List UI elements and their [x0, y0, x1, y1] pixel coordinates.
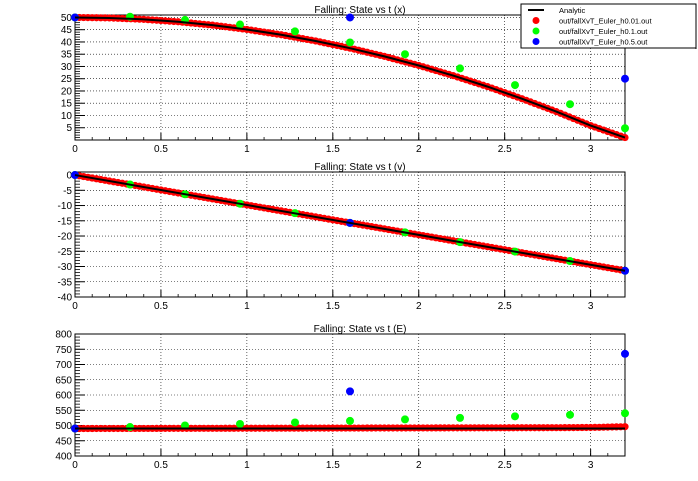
x-tick-label: 1.5: [326, 460, 340, 471]
y-tick-label: 450: [55, 436, 72, 447]
series-markers: [71, 349, 629, 433]
x-tick-label: 0.5: [154, 144, 168, 155]
legend-marker-swatch: [532, 27, 540, 35]
y-tick-label: 500: [55, 421, 72, 432]
data-point-h0-5: [621, 74, 629, 83]
legend-marker-swatch: [532, 38, 540, 45]
x-tick-label: 2.5: [498, 460, 512, 471]
data-point-h0-1: [236, 419, 244, 428]
y-tick-label: 750: [55, 345, 72, 356]
chart-panel-3: Falling: State vs t (E) 0 0.5 1 1.5 2 2.5 3 400 4…: [55, 324, 629, 471]
data-point-h0-1: [346, 38, 354, 47]
legend-marker-swatch: [532, 17, 540, 24]
x-tick-label: 1.5: [326, 301, 340, 312]
x-tick-label: 0: [72, 460, 78, 471]
x-tick-label: 2: [416, 460, 422, 471]
x-tick-label: 3: [588, 301, 594, 312]
legend-entry-label: out/fallXvT_Euler_h0.5.out: [559, 38, 648, 47]
data-point-h0-1: [126, 423, 134, 432]
y-tick-label: -5: [63, 186, 72, 197]
x-tick-label: 2: [416, 144, 422, 155]
x-tick-label: 2.5: [498, 301, 512, 312]
y-tick-label: 550: [55, 406, 72, 417]
data-point-h0-1: [621, 124, 629, 133]
y-tick-label: 45: [61, 25, 73, 36]
chart-panel-2: Falling: State vs t (v) 0 0.5 1 1.5 2 2.5 3 0 -5 -…: [58, 162, 629, 312]
y-tick-label: -40: [58, 293, 73, 304]
data-point-h0-1: [511, 81, 519, 90]
data-point-h0-1: [566, 100, 574, 109]
x-tick-label: 2: [416, 301, 422, 312]
y-tick-label: -10: [58, 201, 73, 212]
y-tick-label: 5: [66, 123, 72, 134]
data-point-h0-1: [621, 409, 629, 418]
y-tick-label: 50: [61, 13, 73, 24]
x-tick-label: 1: [244, 301, 250, 312]
data-point-h0-5: [346, 387, 354, 396]
legend: Analyticout/fallXvT_Euler_h0.01.outout/f…: [520, 3, 697, 49]
y-tick-label: 650: [55, 375, 72, 386]
data-point-h0-1: [456, 64, 464, 73]
y-tick-label: 35: [61, 50, 73, 61]
y-tick-label: -20: [58, 232, 73, 243]
legend-entry-label: Analytic: [559, 6, 586, 15]
y-tick-label: 20: [61, 86, 73, 97]
x-tick-label: 1.5: [326, 144, 340, 155]
data-point-h0-1: [566, 410, 574, 419]
data-point-h0-1: [401, 415, 409, 424]
x-tick-label: 1: [244, 144, 250, 155]
analytic-curve: [74, 174, 626, 272]
x-tick-label: 1: [244, 460, 250, 471]
x-tick-label: 0.5: [154, 460, 168, 471]
x-tick-label: 0.5: [154, 301, 168, 312]
legend-entry-label: out/fallXvT_Euler_h0.1.out: [559, 27, 648, 36]
y-tick-label: -25: [58, 247, 73, 258]
data-point-h0-5: [621, 349, 629, 358]
data-point-h0-1: [291, 418, 299, 427]
y-tick-label: -30: [58, 262, 73, 273]
data-point-h0-5: [346, 13, 354, 22]
data-point-h0-1: [456, 413, 464, 422]
y-tick-label: 0: [66, 171, 72, 182]
legend-entry-label: out/fallXvT_Euler_h0.01.out: [559, 17, 652, 26]
y-tick-label: -35: [58, 277, 73, 288]
x-tick-label: 3: [588, 460, 594, 471]
y-tick-label: -15: [58, 216, 73, 227]
legend-box: [520, 3, 697, 49]
chart-title: Falling: State vs t (x): [314, 5, 405, 16]
x-tick-label: 0: [72, 144, 78, 155]
y-tick-label: 800: [55, 330, 72, 341]
data-point-h0-1: [401, 50, 409, 59]
x-tick-label: 0: [72, 301, 78, 312]
y-tick-label: 30: [61, 62, 73, 73]
y-tick-label: 15: [61, 99, 73, 110]
data-point-h0-1: [291, 27, 299, 36]
y-tick-label: 400: [55, 452, 72, 463]
y-tick-label: 40: [61, 37, 73, 48]
data-point-h0-1: [181, 421, 189, 430]
analytic-curve: [74, 16, 626, 139]
y-tick-label: 700: [55, 360, 72, 371]
data-point-h0-1: [346, 416, 354, 425]
x-tick-label: 3: [588, 144, 594, 155]
data-point-h0-1: [511, 412, 519, 421]
chart-title: Falling: State vs t (E): [314, 324, 407, 335]
y-tick-label: 10: [61, 111, 73, 122]
data-point-h0-1: [236, 20, 244, 29]
y-tick-label: 600: [55, 391, 72, 402]
x-tick-label: 2.5: [498, 144, 512, 155]
y-tick-label: 25: [61, 74, 73, 85]
chart-title: Falling: State vs t (v): [314, 162, 405, 173]
